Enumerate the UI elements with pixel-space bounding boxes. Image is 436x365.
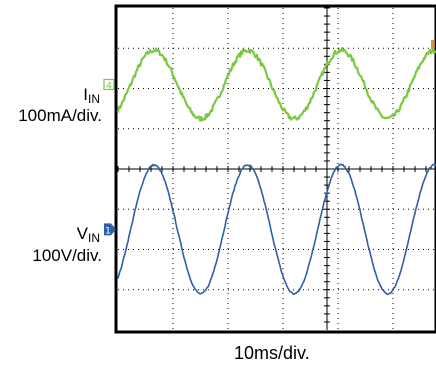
ch1-name-label: IIN <box>83 85 100 106</box>
ch2-marker-number: 1 <box>105 226 111 236</box>
ch1-scale-label: 100mA/div. <box>18 106 102 125</box>
ch2-marker <box>104 223 116 236</box>
channel-markers: 41 <box>103 40 434 236</box>
ch2-scale-label: 100V/div. <box>32 246 102 265</box>
time-scale-label: 10ms/div. <box>234 343 310 363</box>
trigger-marker <box>431 40 434 49</box>
traces <box>116 46 436 295</box>
ch1-marker-number: 4 <box>106 81 112 91</box>
ch2-name-label: VIN <box>76 224 100 245</box>
trace-v-in <box>117 163 436 295</box>
grid <box>117 7 436 330</box>
ch1-marker <box>103 78 115 91</box>
trace-i-in <box>116 46 436 122</box>
